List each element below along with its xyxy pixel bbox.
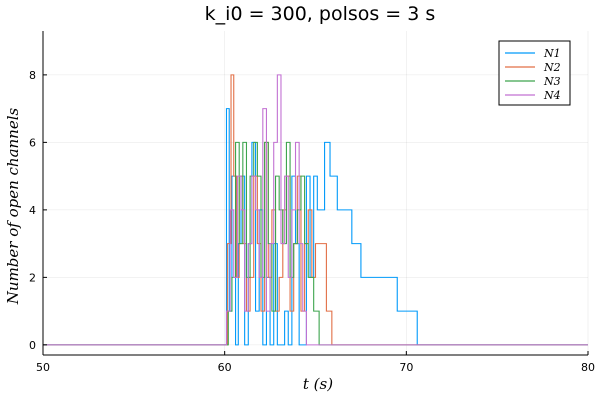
y-axis-label: Number of open channels <box>4 107 22 305</box>
y-tick-label: 0 <box>29 339 36 352</box>
y-tick-label: 4 <box>29 204 36 217</box>
y-tick-label: 8 <box>29 69 36 82</box>
legend-label-n1: N1 <box>543 47 561 60</box>
axes <box>42 31 589 356</box>
legend-box <box>498 40 571 106</box>
tick-labels: 50 60 70 80 0 2 4 6 8 <box>29 69 595 374</box>
legend-label-n4: N4 <box>543 89 561 102</box>
x-tick-label: 50 <box>36 361 50 374</box>
legend-label-n3: N3 <box>543 75 561 88</box>
y-tick-label: 2 <box>29 271 36 284</box>
x-tick-label: 60 <box>218 361 232 374</box>
legend-label-n2: N2 <box>543 61 561 74</box>
chart-title: k_i0 = 300, polsos = 3 s <box>205 3 436 25</box>
series-line-n4 <box>43 74 588 346</box>
series-line-n3 <box>43 141 588 346</box>
y-tick-label: 6 <box>29 136 36 149</box>
x-axis-label: t (s) <box>303 375 333 393</box>
x-tick-label: 70 <box>399 361 413 374</box>
series-layer <box>43 74 588 346</box>
x-tick-label: 80 <box>581 361 595 374</box>
